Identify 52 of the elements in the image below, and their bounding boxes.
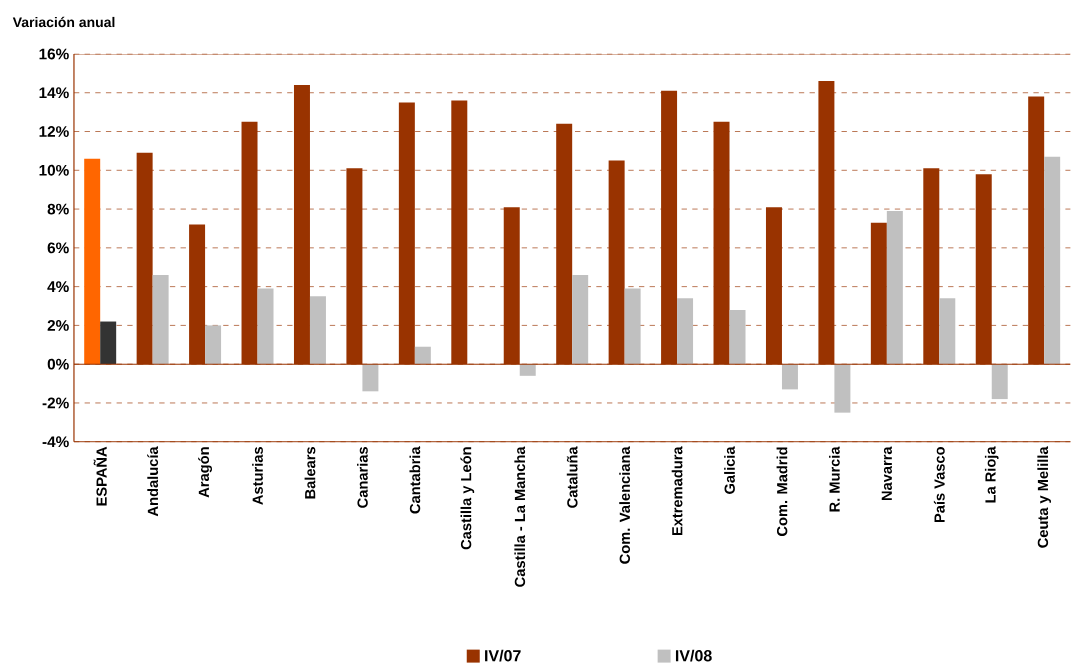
bar bbox=[886, 211, 903, 365]
bar bbox=[834, 364, 851, 413]
bar bbox=[309, 296, 326, 365]
bar bbox=[1044, 156, 1061, 365]
legend-label: IV/08 bbox=[675, 649, 712, 662]
bar bbox=[519, 364, 536, 376]
x-tick-label: R. Murcia bbox=[829, 446, 840, 512]
y-tick-label: 10% bbox=[39, 165, 69, 176]
x-tick-label: Com. Valenciana bbox=[619, 446, 631, 564]
bar bbox=[257, 288, 274, 365]
bar bbox=[677, 298, 694, 365]
y-tick-label: -2% bbox=[42, 397, 69, 409]
y-tick-label: 6% bbox=[47, 242, 69, 254]
bar bbox=[939, 298, 956, 365]
bar bbox=[84, 158, 101, 365]
bar bbox=[205, 325, 222, 365]
bar bbox=[781, 364, 798, 390]
y-tick-label: -4% bbox=[42, 436, 69, 448]
legend-label: IV/07 bbox=[485, 649, 521, 662]
x-tick-label: Cantabria bbox=[409, 446, 421, 514]
x-tick-label: Extremadura bbox=[671, 446, 683, 536]
x-tick-label: Castilla - La Mancha bbox=[514, 446, 526, 587]
x-tick-label: Canarias bbox=[357, 447, 368, 508]
x-tick-label: ESPAÑA bbox=[93, 447, 107, 506]
y-tick-label: 14% bbox=[39, 87, 69, 99]
y-tick-label: 8% bbox=[47, 203, 69, 215]
bar bbox=[624, 288, 641, 365]
x-tick-label: Com. Madrid bbox=[776, 447, 788, 537]
x-tick-label: Aragón bbox=[198, 447, 213, 498]
x-tick-label: Cataluña bbox=[566, 446, 578, 508]
x-tick-label: La Rioja bbox=[984, 446, 999, 503]
x-tick-label: Galicia bbox=[724, 446, 735, 495]
x-tick-label: Balears bbox=[304, 447, 316, 499]
x-tick-label: Navarra bbox=[881, 446, 892, 501]
y-tick-label: 4% bbox=[47, 281, 69, 293]
y-axis-title: Variación anual bbox=[12, 16, 115, 28]
y-tick-label: 16% bbox=[39, 48, 69, 60]
bar bbox=[991, 364, 1008, 400]
x-tick-label: Castilla y León bbox=[460, 447, 475, 550]
x-tick-label: País Vasco bbox=[933, 447, 945, 523]
x-tick-label: Asturias bbox=[252, 447, 263, 505]
y-tick-label: 12% bbox=[39, 126, 69, 138]
x-tick-label: Ceuta y Melilla bbox=[1037, 446, 1051, 548]
bar bbox=[414, 346, 431, 365]
x-tick-label: Andalucía bbox=[147, 446, 159, 517]
bar bbox=[362, 364, 379, 392]
y-tick-label: 2% bbox=[47, 320, 69, 332]
y-tick-label: 0% bbox=[47, 358, 69, 370]
bar bbox=[572, 275, 589, 365]
bar bbox=[100, 321, 117, 365]
bar bbox=[729, 310, 746, 365]
bar bbox=[152, 275, 169, 365]
